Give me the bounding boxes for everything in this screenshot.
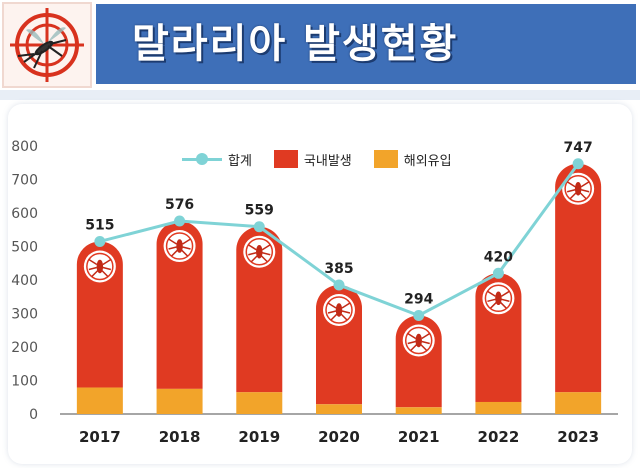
y-tick-label: 0 — [29, 407, 38, 423]
y-tick-label: 800 — [11, 139, 38, 155]
line-point — [492, 267, 504, 279]
legend-label-total: 합계 — [228, 153, 252, 169]
x-tick-label: 2019 — [238, 428, 280, 446]
mosquito-badge-ring — [564, 175, 592, 203]
line-point — [572, 158, 584, 170]
x-tick-label: 2021 — [398, 428, 440, 446]
y-tick-label: 400 — [11, 273, 38, 289]
legend-line-swatch — [182, 152, 222, 166]
x-tick-label: 2022 — [478, 428, 520, 446]
y-tick-label: 700 — [11, 173, 38, 189]
mosquito-badge-ring — [325, 296, 353, 324]
y-tick-label: 200 — [11, 340, 38, 356]
chart-legend: 합계 국내발생 해외유입 — [182, 148, 474, 170]
data-label: 515 — [85, 217, 114, 233]
y-tick-label: 600 — [11, 206, 38, 222]
bar-overseas — [395, 407, 442, 414]
mosquito-badge-ring — [404, 326, 433, 355]
divider — [0, 90, 640, 100]
x-tick-label: 2018 — [159, 428, 201, 446]
title-band: 말라리아 발생현황 — [96, 4, 636, 84]
mosquito-icon — [407, 332, 431, 352]
mosquito-badge-ring — [245, 237, 274, 266]
bar-domestic — [76, 241, 123, 388]
mosquito-badge-ring — [484, 284, 513, 313]
bar-overseas — [76, 387, 123, 414]
bar-overseas — [475, 401, 522, 414]
mosquito-badge-ring — [86, 252, 114, 281]
data-label: 576 — [165, 197, 194, 213]
y-tick-label: 100 — [11, 374, 38, 390]
data-label: 420 — [484, 249, 513, 265]
mosquito-icon — [327, 302, 351, 321]
bar-domestic — [555, 163, 602, 393]
x-tick-label: 2020 — [318, 428, 360, 446]
page-title: 말라리아 발생현황 — [132, 21, 459, 67]
line-point — [413, 310, 425, 322]
mosquito-icon — [168, 238, 191, 257]
legend-item-domestic: 국내발생 — [273, 150, 352, 169]
mosquito-icon — [247, 244, 271, 263]
logo — [2, 2, 92, 88]
legend-label-overseas: 해외유입 — [403, 153, 452, 169]
data-label: 559 — [245, 203, 274, 219]
legend-item-total: 합계 — [182, 150, 252, 169]
data-label: 294 — [404, 292, 433, 308]
data-label: 385 — [324, 261, 353, 277]
legend-label-domestic: 국내발생 — [303, 153, 352, 169]
legend-swatch-overseas — [373, 150, 398, 168]
bar-overseas — [236, 392, 283, 414]
bar-overseas — [316, 404, 362, 414]
bar-overseas — [555, 392, 602, 414]
y-tick-label: 300 — [11, 307, 38, 323]
y-tick-label: 500 — [11, 240, 38, 256]
line-point — [333, 279, 345, 291]
mosquito-icon — [487, 290, 510, 309]
legend-item-overseas: 해외유입 — [373, 150, 452, 169]
header: 말라리아 발생현황 — [0, 0, 640, 90]
bar-domestic — [156, 221, 203, 389]
bar-domestic — [236, 226, 283, 393]
data-label: 747 — [564, 140, 593, 156]
line-point — [253, 221, 265, 233]
line-point — [94, 235, 106, 247]
mosquito-icon — [566, 181, 590, 200]
x-tick-label: 2023 — [557, 428, 599, 446]
legend-swatch-domestic — [273, 150, 298, 168]
mosquito-badge-ring — [165, 232, 194, 260]
mosquito-icon — [88, 258, 112, 278]
bar-overseas — [156, 388, 203, 414]
x-tick-label: 2017 — [79, 428, 121, 446]
mosquito-target-icon — [10, 8, 84, 82]
line-point — [174, 215, 186, 227]
